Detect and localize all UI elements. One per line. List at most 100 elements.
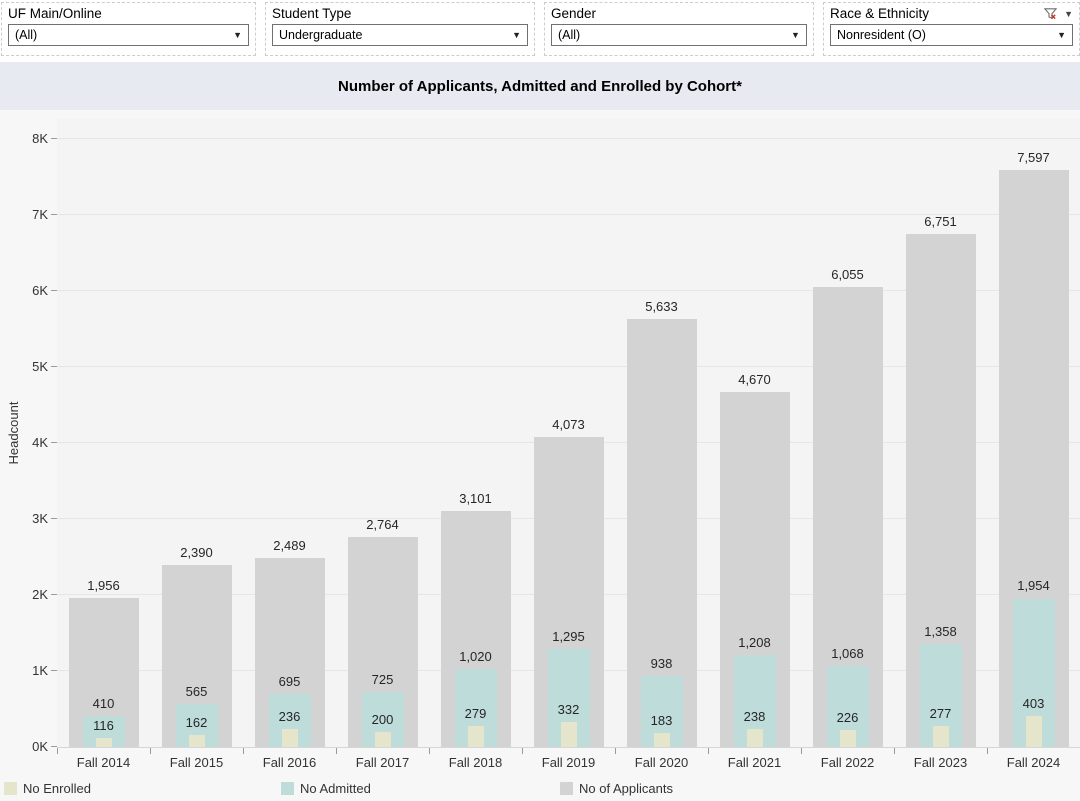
bar-no-enrolled-fall-2020[interactable]	[653, 733, 670, 747]
filter-label: Gender	[551, 6, 597, 21]
bar-value-label: 277	[929, 705, 952, 721]
y-tick	[51, 214, 57, 215]
bar-value-label: 3,101	[459, 491, 492, 507]
y-tick-label: 8K	[32, 131, 48, 146]
bar-no-of-applicants-fall-2020[interactable]	[626, 318, 697, 747]
filter-label: Student Type	[272, 6, 352, 21]
x-tick	[429, 748, 430, 754]
legend-label: No Admitted	[300, 781, 371, 796]
gridline	[57, 366, 1080, 367]
bar-value-label: 2,764	[366, 516, 399, 532]
plot-area: 1,956 410 116 2,390 565 162 2,489 695 236 2,764 72…	[57, 119, 1080, 748]
bar-value-label: 1,295	[552, 628, 585, 644]
gridline	[57, 138, 1080, 139]
legend-swatch	[281, 782, 294, 795]
student-type-select[interactable]: Undergraduate ▼	[272, 24, 528, 46]
caret-down-icon: ▼	[512, 29, 521, 40]
bar-value-label: 200	[371, 711, 394, 727]
gridline	[57, 290, 1080, 291]
bar-value-label: 403	[1022, 696, 1045, 712]
bar-value-label: 238	[743, 708, 766, 724]
y-tick-label: 5K	[32, 359, 48, 374]
filter-uf-main-online: UF Main/Online (All) ▼	[1, 2, 257, 56]
filter-bar: UF Main/Online (All) ▼ Student Type Unde…	[0, 0, 1080, 56]
caret-down-icon[interactable]: ▼	[1064, 8, 1073, 19]
bar-no-enrolled-fall-2014[interactable]	[95, 738, 112, 747]
chart-region: 1,956 410 116 2,390 565 162 2,489 695 236 2,764 72…	[0, 110, 1080, 801]
x-tick	[615, 748, 616, 754]
bar-value-label: 279	[464, 705, 487, 721]
dropdown-value: Nonresident (O)	[836, 28, 926, 42]
filter-gender: Gender (All) ▼	[544, 2, 814, 56]
x-tick-label: Fall 2015	[169, 755, 224, 770]
bar-no-enrolled-fall-2021[interactable]	[746, 728, 763, 747]
legend-item-no-admitted[interactable]: No Admitted	[281, 781, 371, 796]
filter-race-ethnicity: Race & Ethnicity ▼ Nonresident (O) ▼	[822, 2, 1080, 56]
dropdown-value: (All)	[558, 28, 581, 42]
bar-no-enrolled-fall-2024[interactable]	[1025, 716, 1042, 747]
y-tick	[51, 290, 57, 291]
funnel-x-icon[interactable]	[1044, 7, 1058, 20]
y-tick	[51, 594, 57, 595]
bar-value-label: 2,489	[273, 537, 306, 553]
bar-value-label: 116	[93, 718, 114, 734]
x-tick	[57, 748, 58, 754]
race-ethnicity-select[interactable]: Nonresident (O) ▼	[829, 24, 1073, 46]
bar-no-enrolled-fall-2015[interactable]	[188, 734, 205, 747]
y-tick-label: 6K	[32, 283, 48, 298]
y-tick-label: 7K	[32, 207, 48, 222]
bar-value-label: 1,954	[1017, 578, 1050, 594]
y-tick-label: 4K	[32, 435, 48, 450]
legend-item-no-enrolled[interactable]: No Enrolled	[4, 781, 91, 796]
bar-value-label: 6,751	[924, 213, 957, 229]
x-tick-label: Fall 2020	[634, 755, 689, 770]
legend-item-no-of-applicants[interactable]: No of Applicants	[560, 781, 673, 796]
caret-down-icon: ▼	[1057, 29, 1066, 40]
bar-value-label: 236	[278, 709, 301, 725]
filter-student-type: Student Type Undergraduate ▼	[265, 2, 535, 56]
y-tick-label: 1K	[32, 663, 48, 678]
y-tick	[51, 442, 57, 443]
chart-title: Number of Applicants, Admitted and Enrol…	[338, 77, 742, 95]
bar-no-enrolled-fall-2022[interactable]	[839, 729, 856, 747]
chart-legend: No Enrolled No Admitted No of Applicants	[0, 781, 1080, 801]
bar-value-label: 725	[371, 671, 394, 687]
y-tick	[51, 746, 57, 747]
bar-value-label: 226	[836, 709, 859, 725]
caret-down-icon: ▼	[233, 29, 243, 40]
bar-value-label: 1,020	[459, 649, 492, 665]
y-tick-label: 3K	[32, 511, 48, 526]
bar-no-enrolled-fall-2023[interactable]	[932, 725, 949, 747]
x-tick-label: Fall 2019	[541, 755, 596, 770]
bar-value-label: 4,073	[552, 417, 585, 433]
bar-value-label: 7,597	[1017, 149, 1050, 165]
x-tick	[987, 748, 988, 754]
y-tick	[51, 138, 57, 139]
bar-value-label: 332	[557, 701, 580, 717]
gridline	[57, 214, 1080, 215]
x-tick-label: Fall 2016	[262, 755, 317, 770]
legend-swatch	[560, 782, 573, 795]
x-tick-label: Fall 2018	[448, 755, 503, 770]
legend-swatch	[4, 782, 17, 795]
bar-no-enrolled-fall-2017[interactable]	[374, 731, 391, 747]
x-tick	[336, 748, 337, 754]
y-tick	[51, 366, 57, 367]
x-tick	[801, 748, 802, 754]
bar-no-enrolled-fall-2019[interactable]	[560, 721, 577, 747]
uf-main-online-select[interactable]: (All) ▼	[8, 24, 250, 46]
y-tick	[51, 670, 57, 671]
chart-title-band: Number of Applicants, Admitted and Enrol…	[0, 62, 1080, 110]
bar-no-enrolled-fall-2016[interactable]	[281, 729, 298, 747]
dropdown-value: (All)	[15, 28, 38, 42]
bar-no-enrolled-fall-2018[interactable]	[467, 725, 484, 747]
x-tick-label: Fall 2023	[913, 755, 968, 770]
x-tick-label: Fall 2021	[727, 755, 782, 770]
y-tick	[51, 518, 57, 519]
bar-value-label: 1,068	[831, 645, 864, 661]
gender-select[interactable]: (All) ▼	[551, 24, 807, 46]
bar-value-label: 162	[185, 714, 208, 730]
legend-label: No Enrolled	[23, 781, 91, 796]
bar-value-label: 5,633	[645, 298, 678, 314]
